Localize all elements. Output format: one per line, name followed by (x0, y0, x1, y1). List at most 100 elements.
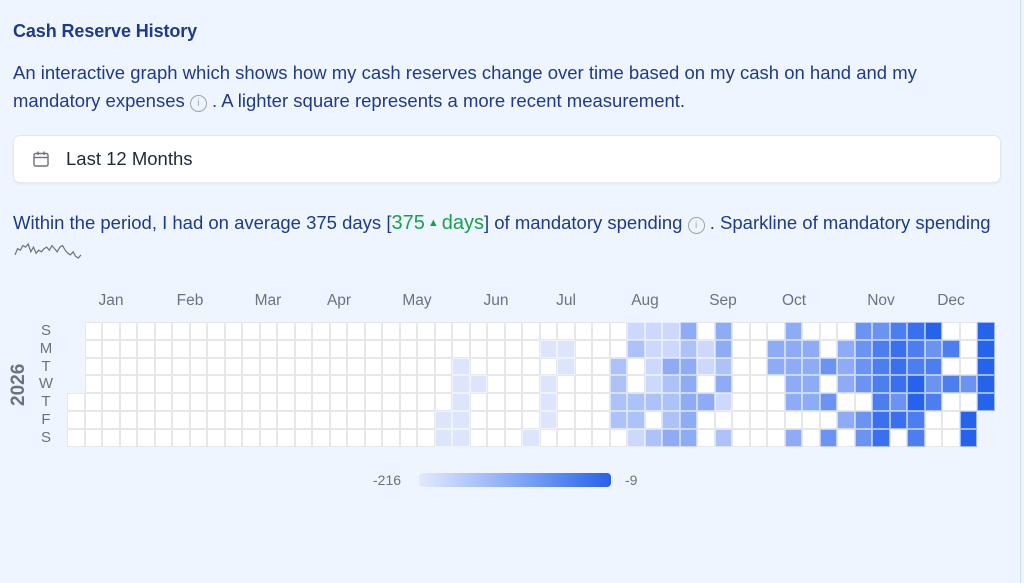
heatmap-cell[interactable] (644, 428, 662, 447)
heatmap-cell[interactable] (662, 393, 680, 411)
heatmap-cell[interactable] (942, 375, 960, 394)
heatmap-cell[interactable] (277, 393, 295, 411)
heatmap-cell[interactable] (942, 411, 960, 429)
heatmap-cell[interactable] (574, 375, 592, 394)
heatmap-cell[interactable] (434, 428, 452, 447)
heatmap-cell[interactable] (84, 411, 102, 429)
heatmap-cell[interactable] (84, 339, 102, 358)
heatmap-cell[interactable] (522, 411, 540, 429)
heatmap-cell[interactable] (277, 322, 295, 340)
heatmap-cell[interactable] (679, 428, 697, 447)
heatmap-cell[interactable] (522, 428, 540, 447)
heatmap-cell[interactable] (872, 411, 890, 429)
heatmap-cell[interactable] (347, 322, 365, 340)
heatmap-cell[interactable] (924, 357, 942, 376)
heatmap-cell[interactable] (819, 322, 837, 340)
heatmap-cell[interactable] (732, 393, 750, 411)
heatmap-cell[interactable] (452, 375, 470, 394)
heatmap-cell[interactable] (224, 357, 242, 376)
heatmap-cell[interactable] (259, 411, 277, 429)
heatmap-cell[interactable] (714, 322, 732, 340)
heatmap-cell[interactable] (592, 339, 610, 358)
heatmap-cell[interactable] (102, 375, 120, 394)
heatmap-cell[interactable] (977, 357, 995, 376)
heatmap-cell[interactable] (872, 375, 890, 394)
heatmap-cell[interactable] (67, 411, 85, 429)
heatmap-cell[interactable] (574, 339, 592, 358)
heatmap-cell[interactable] (749, 357, 767, 376)
info-icon[interactable]: i (687, 217, 705, 234)
heatmap-cell[interactable] (102, 339, 120, 358)
heatmap-cell[interactable] (224, 375, 242, 394)
heatmap-cell[interactable] (714, 357, 732, 376)
heatmap-cell[interactable] (469, 339, 487, 358)
heatmap-cell[interactable] (697, 322, 715, 340)
heatmap-cell[interactable] (627, 411, 645, 429)
heatmap-cell[interactable] (417, 357, 435, 376)
heatmap-cell[interactable] (242, 357, 260, 376)
heatmap-cell[interactable] (889, 428, 907, 447)
heatmap-cell[interactable] (644, 375, 662, 394)
heatmap-cell[interactable] (417, 375, 435, 394)
heatmap-cell[interactable] (592, 411, 610, 429)
heatmap-cell[interactable] (662, 322, 680, 340)
heatmap-cell[interactable] (469, 393, 487, 411)
heatmap-cell[interactable] (697, 357, 715, 376)
heatmap-cell[interactable] (154, 393, 172, 411)
heatmap-cell[interactable] (522, 393, 540, 411)
heatmap-cell[interactable] (294, 339, 312, 358)
heatmap-cell[interactable] (767, 375, 785, 394)
heatmap-cell[interactable] (154, 357, 172, 376)
heatmap-cell[interactable] (277, 375, 295, 394)
heatmap-cell[interactable] (189, 411, 207, 429)
heatmap-cell[interactable] (154, 322, 172, 340)
heatmap-cell[interactable] (977, 393, 995, 411)
heatmap-cell[interactable] (942, 322, 960, 340)
heatmap-cell[interactable] (679, 357, 697, 376)
heatmap-cell[interactable] (889, 393, 907, 411)
heatmap-cell[interactable] (189, 428, 207, 447)
heatmap-cell[interactable] (697, 411, 715, 429)
heatmap-cell[interactable] (539, 393, 557, 411)
heatmap-cell[interactable] (539, 339, 557, 358)
heatmap-cell[interactable] (189, 339, 207, 358)
heatmap-cell[interactable] (837, 411, 855, 429)
heatmap-cell[interactable] (714, 393, 732, 411)
heatmap-cell[interactable] (277, 428, 295, 447)
heatmap-cell[interactable] (802, 428, 820, 447)
heatmap-cell[interactable] (259, 393, 277, 411)
heatmap-cell[interactable] (854, 357, 872, 376)
heatmap-cell[interactable] (207, 375, 225, 394)
heatmap-cell[interactable] (294, 393, 312, 411)
heatmap-cell[interactable] (977, 322, 995, 340)
heatmap-cell[interactable] (749, 339, 767, 358)
heatmap-cell[interactable] (207, 393, 225, 411)
heatmap-cell[interactable] (504, 411, 522, 429)
heatmap-cell[interactable] (574, 322, 592, 340)
heatmap-cell[interactable] (137, 428, 155, 447)
heatmap-cell[interactable] (259, 357, 277, 376)
heatmap-cell[interactable] (224, 411, 242, 429)
heatmap-cell[interactable] (959, 357, 977, 376)
heatmap-cell[interactable] (872, 357, 890, 376)
heatmap-cell[interactable] (732, 357, 750, 376)
heatmap-cell[interactable] (452, 339, 470, 358)
heatmap-cell[interactable] (592, 357, 610, 376)
heatmap-cell[interactable] (942, 339, 960, 358)
heatmap-cell[interactable] (504, 393, 522, 411)
heatmap-cell[interactable] (802, 411, 820, 429)
heatmap-cell[interactable] (872, 393, 890, 411)
heatmap-cell[interactable] (312, 411, 330, 429)
heatmap-cell[interactable] (784, 428, 802, 447)
heatmap-cell[interactable] (679, 339, 697, 358)
heatmap-cell[interactable] (329, 322, 347, 340)
heatmap-cell[interactable] (119, 393, 137, 411)
heatmap-cell[interactable] (522, 322, 540, 340)
heatmap-cell[interactable] (399, 322, 417, 340)
heatmap-cell[interactable] (662, 428, 680, 447)
heatmap-cell[interactable] (347, 428, 365, 447)
heatmap-cell[interactable] (154, 375, 172, 394)
heatmap-cell[interactable] (189, 322, 207, 340)
heatmap-cell[interactable] (329, 428, 347, 447)
heatmap-cell[interactable] (224, 339, 242, 358)
